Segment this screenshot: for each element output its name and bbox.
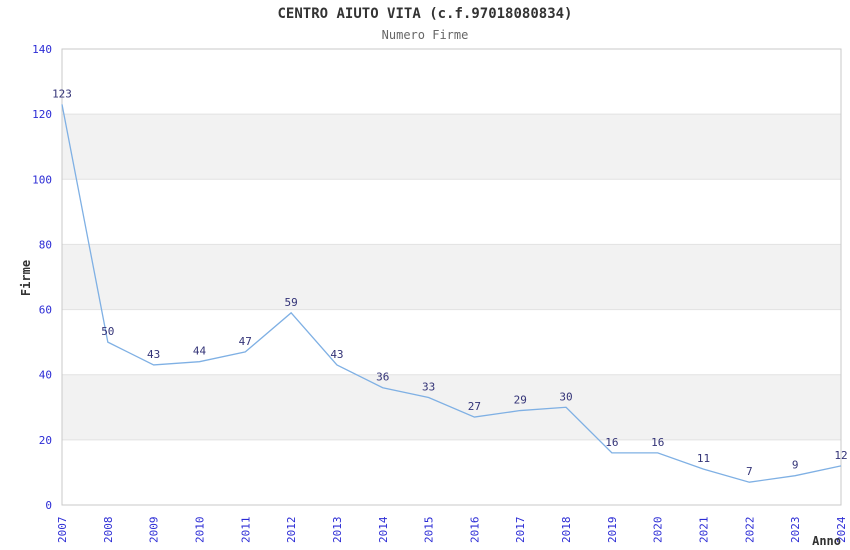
x-tick-label: 2023: [789, 517, 802, 544]
plot-border: [61, 48, 842, 506]
x-tick-label: 2009: [148, 517, 161, 544]
data-point-label: 27: [468, 400, 481, 413]
x-tick-label: 2020: [652, 517, 665, 544]
x-tick-label: 2022: [743, 517, 756, 544]
data-point-label: 11: [697, 452, 710, 465]
x-tick-label: 2024: [835, 516, 848, 543]
x-axis-title: Anno: [812, 534, 841, 548]
data-point-label: 50: [101, 325, 114, 338]
data-point-label: 59: [284, 296, 297, 309]
y-tick-label: 0: [45, 499, 52, 512]
plot-band: [62, 244, 841, 310]
x-tick-label: 2010: [193, 517, 206, 544]
data-point-label: 47: [239, 335, 252, 348]
x-tick-label: 2017: [514, 517, 527, 544]
data-point-label: 16: [651, 436, 664, 449]
x-tick-label: 2014: [377, 516, 390, 543]
chart-subtitle: Numero Firme: [381, 28, 469, 42]
data-point-label: 44: [193, 345, 207, 358]
data-point-label: 16: [605, 436, 618, 449]
x-tick-label: 2015: [423, 517, 436, 544]
data-point-label: 123: [52, 87, 72, 100]
y-tick-label: 100: [32, 173, 52, 186]
x-tick-label: 2013: [331, 517, 344, 544]
y-tick-label: 60: [39, 304, 52, 317]
data-point-label: 30: [559, 390, 572, 403]
x-tick-label: 2016: [468, 517, 481, 544]
y-tick-label: 80: [39, 238, 52, 251]
plot-band: [62, 114, 841, 180]
data-line: [61, 104, 842, 483]
data-point-label: 12: [834, 449, 847, 462]
x-tick-label: 2019: [606, 517, 619, 544]
y-axis-title: Firme: [19, 260, 33, 296]
data-point-label: 43: [147, 348, 160, 361]
x-tick-label: 2008: [102, 517, 115, 544]
data-point-label: 36: [376, 371, 389, 384]
data-point-label: 7: [746, 465, 753, 478]
data-point-label: 33: [422, 381, 435, 394]
x-tick-label: 2021: [698, 517, 711, 544]
data-point-label: 43: [330, 348, 343, 361]
y-tick-label: 140: [32, 43, 52, 56]
x-tick-label: 2012: [285, 517, 298, 544]
x-tick-label: 2007: [56, 517, 69, 544]
y-tick-label: 40: [39, 369, 52, 382]
x-tick-label: 2011: [239, 517, 252, 544]
data-point-label: 9: [792, 459, 799, 472]
data-point-label: 29: [514, 394, 527, 407]
x-tick-label: 2018: [560, 517, 573, 544]
chart-title: CENTRO AIUTO VITA (c.f.97018080834): [277, 6, 573, 22]
y-tick-label: 120: [32, 108, 52, 121]
y-tick-label: 20: [39, 434, 52, 447]
